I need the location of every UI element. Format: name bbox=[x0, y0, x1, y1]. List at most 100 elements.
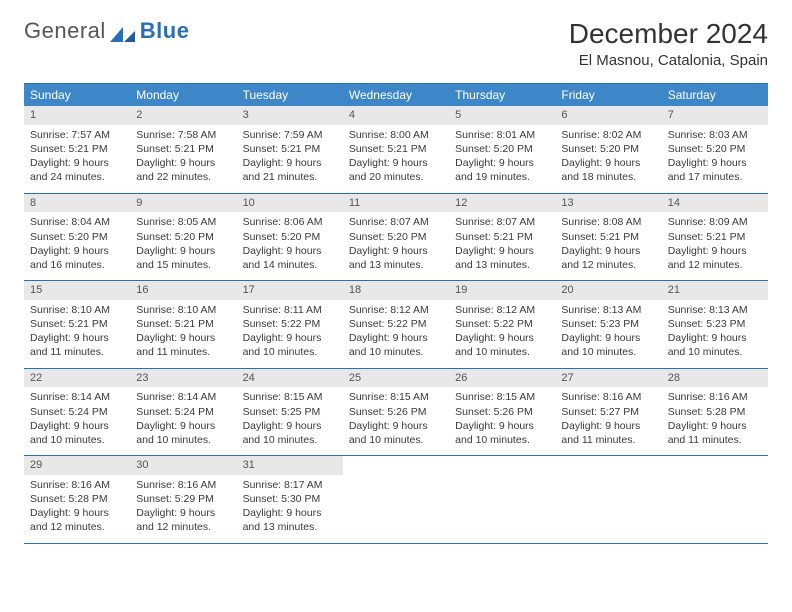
daylight-line2: and 10 minutes. bbox=[243, 433, 337, 447]
logo-text-general: General bbox=[24, 18, 106, 44]
sunset-text: Sunset: 5:22 PM bbox=[455, 317, 549, 331]
calendar-day-cell: 19 Sunrise: 8:12 AMSunset: 5:22 PMDayligh… bbox=[449, 281, 555, 368]
day-header-cell: Thursday bbox=[449, 84, 555, 106]
daylight-line2: and 11 minutes. bbox=[136, 345, 230, 359]
daylight-line2: and 22 minutes. bbox=[136, 170, 230, 184]
sunrise-text: Sunrise: 8:03 AM bbox=[668, 128, 762, 142]
daylight-line1: Daylight: 9 hours bbox=[561, 331, 655, 345]
day-number: 23 bbox=[130, 369, 236, 388]
day-header-cell: Tuesday bbox=[237, 84, 343, 106]
daylight-line1: Daylight: 9 hours bbox=[561, 156, 655, 170]
calendar-day-cell: 15Sunrise: 8:10 AMSunset: 5:21 PMDayligh… bbox=[24, 281, 130, 368]
day-number: 27 bbox=[555, 369, 661, 388]
location: El Masnou, Catalonia, Spain bbox=[569, 52, 768, 69]
sunset-text: Sunset: 5:20 PM bbox=[455, 142, 549, 156]
calendar: SundayMondayTuesdayWednesdayThursdayFrid… bbox=[24, 83, 768, 544]
sunrise-text: Sunrise: 8:07 AM bbox=[455, 215, 549, 229]
daylight-line1: Daylight: 9 hours bbox=[30, 419, 124, 433]
day-info: Sunrise: 8:04 AMSunset: 5:20 PMDaylight:… bbox=[24, 215, 130, 272]
daylight-line1: Daylight: 9 hours bbox=[455, 331, 549, 345]
day-info: Sunrise: 7:57 AMSunset: 5:21 PMDaylight:… bbox=[24, 128, 130, 185]
calendar-day-cell: 10Sunrise: 8:06 AMSunset: 5:20 PMDayligh… bbox=[237, 194, 343, 281]
day-number: 3 bbox=[237, 106, 343, 125]
daylight-line2: and 11 minutes. bbox=[561, 433, 655, 447]
sunrise-text: Sunrise: 7:58 AM bbox=[136, 128, 230, 142]
logo-sail-icon bbox=[110, 22, 136, 40]
sunset-text: Sunset: 5:22 PM bbox=[349, 317, 443, 331]
day-number: 22 bbox=[24, 369, 130, 388]
calendar-day-cell: 7Sunrise: 8:03 AMSunset: 5:20 PMDaylight… bbox=[662, 106, 768, 193]
daylight-line1: Daylight: 9 hours bbox=[30, 244, 124, 258]
daylight-line2: and 10 minutes. bbox=[136, 433, 230, 447]
calendar-day-cell: 4 Sunrise: 8:00 AMSunset: 5:21 PMDaylight… bbox=[343, 106, 449, 193]
daylight-line1: Daylight: 9 hours bbox=[136, 244, 230, 258]
daylight-line2: and 10 minutes. bbox=[243, 345, 337, 359]
calendar-day-cell: 28 Sunrise: 8:16 AMSunset: 5:28 PMDayligh… bbox=[662, 369, 768, 456]
day-info: Sunrise: 8:07 AMSunset: 5:21 PMDaylight:… bbox=[449, 215, 555, 272]
daylight-line2: and 19 minutes. bbox=[455, 170, 549, 184]
daylight-line2: and 12 minutes. bbox=[30, 520, 124, 534]
daylight-line2: and 12 minutes. bbox=[136, 520, 230, 534]
day-header-row: SundayMondayTuesdayWednesdayThursdayFrid… bbox=[24, 84, 768, 106]
sunset-text: Sunset: 5:21 PM bbox=[30, 317, 124, 331]
sunset-text: Sunset: 5:29 PM bbox=[136, 492, 230, 506]
day-number: 4 bbox=[343, 106, 449, 125]
sunrise-text: Sunrise: 8:14 AM bbox=[136, 390, 230, 404]
day-number: 17 bbox=[237, 281, 343, 300]
day-number: 19 bbox=[449, 281, 555, 300]
daylight-line1: Daylight: 9 hours bbox=[668, 419, 762, 433]
day-number: 15 bbox=[24, 281, 130, 300]
calendar-week-row: 29Sunrise: 8:16 AMSunset: 5:28 PMDayligh… bbox=[24, 456, 768, 544]
sunrise-text: Sunrise: 8:15 AM bbox=[455, 390, 549, 404]
daylight-line1: Daylight: 9 hours bbox=[561, 419, 655, 433]
daylight-line2: and 13 minutes. bbox=[349, 258, 443, 272]
day-header-cell: Wednesday bbox=[343, 84, 449, 106]
calendar-day-cell: 8Sunrise: 8:04 AMSunset: 5:20 PMDaylight… bbox=[24, 194, 130, 281]
day-info: Sunrise: 8:11 AMSunset: 5:22 PMDaylight:… bbox=[237, 303, 343, 360]
sunrise-text: Sunrise: 8:10 AM bbox=[136, 303, 230, 317]
day-info: Sunrise: 8:13 AMSunset: 5:23 PMDaylight:… bbox=[662, 303, 768, 360]
day-info: Sunrise: 8:17 AMSunset: 5:30 PMDaylight:… bbox=[237, 478, 343, 535]
sunrise-text: Sunrise: 7:57 AM bbox=[30, 128, 124, 142]
daylight-line2: and 10 minutes. bbox=[455, 345, 549, 359]
calendar-week-row: 8Sunrise: 8:04 AMSunset: 5:20 PMDaylight… bbox=[24, 194, 768, 282]
sunset-text: Sunset: 5:27 PM bbox=[561, 405, 655, 419]
day-header-cell: Sunday bbox=[24, 84, 130, 106]
daylight-line1: Daylight: 9 hours bbox=[349, 244, 443, 258]
day-number: 28 bbox=[662, 369, 768, 388]
daylight-line2: and 21 minutes. bbox=[243, 170, 337, 184]
daylight-line1: Daylight: 9 hours bbox=[30, 506, 124, 520]
daylight-line1: Daylight: 9 hours bbox=[243, 156, 337, 170]
sunset-text: Sunset: 5:28 PM bbox=[668, 405, 762, 419]
calendar-day-cell: 31Sunrise: 8:17 AMSunset: 5:30 PMDayligh… bbox=[237, 456, 343, 543]
sunset-text: Sunset: 5:25 PM bbox=[243, 405, 337, 419]
daylight-line2: and 12 minutes. bbox=[668, 258, 762, 272]
sunrise-text: Sunrise: 8:02 AM bbox=[561, 128, 655, 142]
sunset-text: Sunset: 5:21 PM bbox=[136, 317, 230, 331]
sunrise-text: Sunrise: 8:15 AM bbox=[349, 390, 443, 404]
sunrise-text: Sunrise: 8:00 AM bbox=[349, 128, 443, 142]
calendar-day-cell: 12Sunrise: 8:07 AMSunset: 5:21 PMDayligh… bbox=[449, 194, 555, 281]
daylight-line1: Daylight: 9 hours bbox=[349, 331, 443, 345]
day-info: Sunrise: 8:00 AMSunset: 5:21 PMDaylight:… bbox=[343, 128, 449, 185]
day-number: 26 bbox=[449, 369, 555, 388]
daylight-line2: and 20 minutes. bbox=[349, 170, 443, 184]
sunrise-text: Sunrise: 8:01 AM bbox=[455, 128, 549, 142]
day-info: Sunrise: 8:16 AMSunset: 5:28 PMDaylight:… bbox=[662, 390, 768, 447]
day-number: 1 bbox=[24, 106, 130, 125]
daylight-line2: and 17 minutes. bbox=[668, 170, 762, 184]
sunset-text: Sunset: 5:24 PM bbox=[30, 405, 124, 419]
sunset-text: Sunset: 5:20 PM bbox=[561, 142, 655, 156]
day-info: Sunrise: 8:10 AMSunset: 5:21 PMDaylight:… bbox=[130, 303, 236, 360]
day-header-cell: Monday bbox=[130, 84, 236, 106]
daylight-line1: Daylight: 9 hours bbox=[668, 156, 762, 170]
sunrise-text: Sunrise: 8:07 AM bbox=[349, 215, 443, 229]
sunrise-text: Sunrise: 8:13 AM bbox=[668, 303, 762, 317]
sunrise-text: Sunrise: 8:12 AM bbox=[455, 303, 549, 317]
sunrise-text: Sunrise: 8:17 AM bbox=[243, 478, 337, 492]
calendar-day-cell: 26Sunrise: 8:15 AMSunset: 5:26 PMDayligh… bbox=[449, 369, 555, 456]
calendar-day-cell: 20Sunrise: 8:13 AMSunset: 5:23 PMDayligh… bbox=[555, 281, 661, 368]
day-number: 9 bbox=[130, 194, 236, 213]
sunrise-text: Sunrise: 8:14 AM bbox=[30, 390, 124, 404]
calendar-empty-cell bbox=[662, 456, 768, 543]
